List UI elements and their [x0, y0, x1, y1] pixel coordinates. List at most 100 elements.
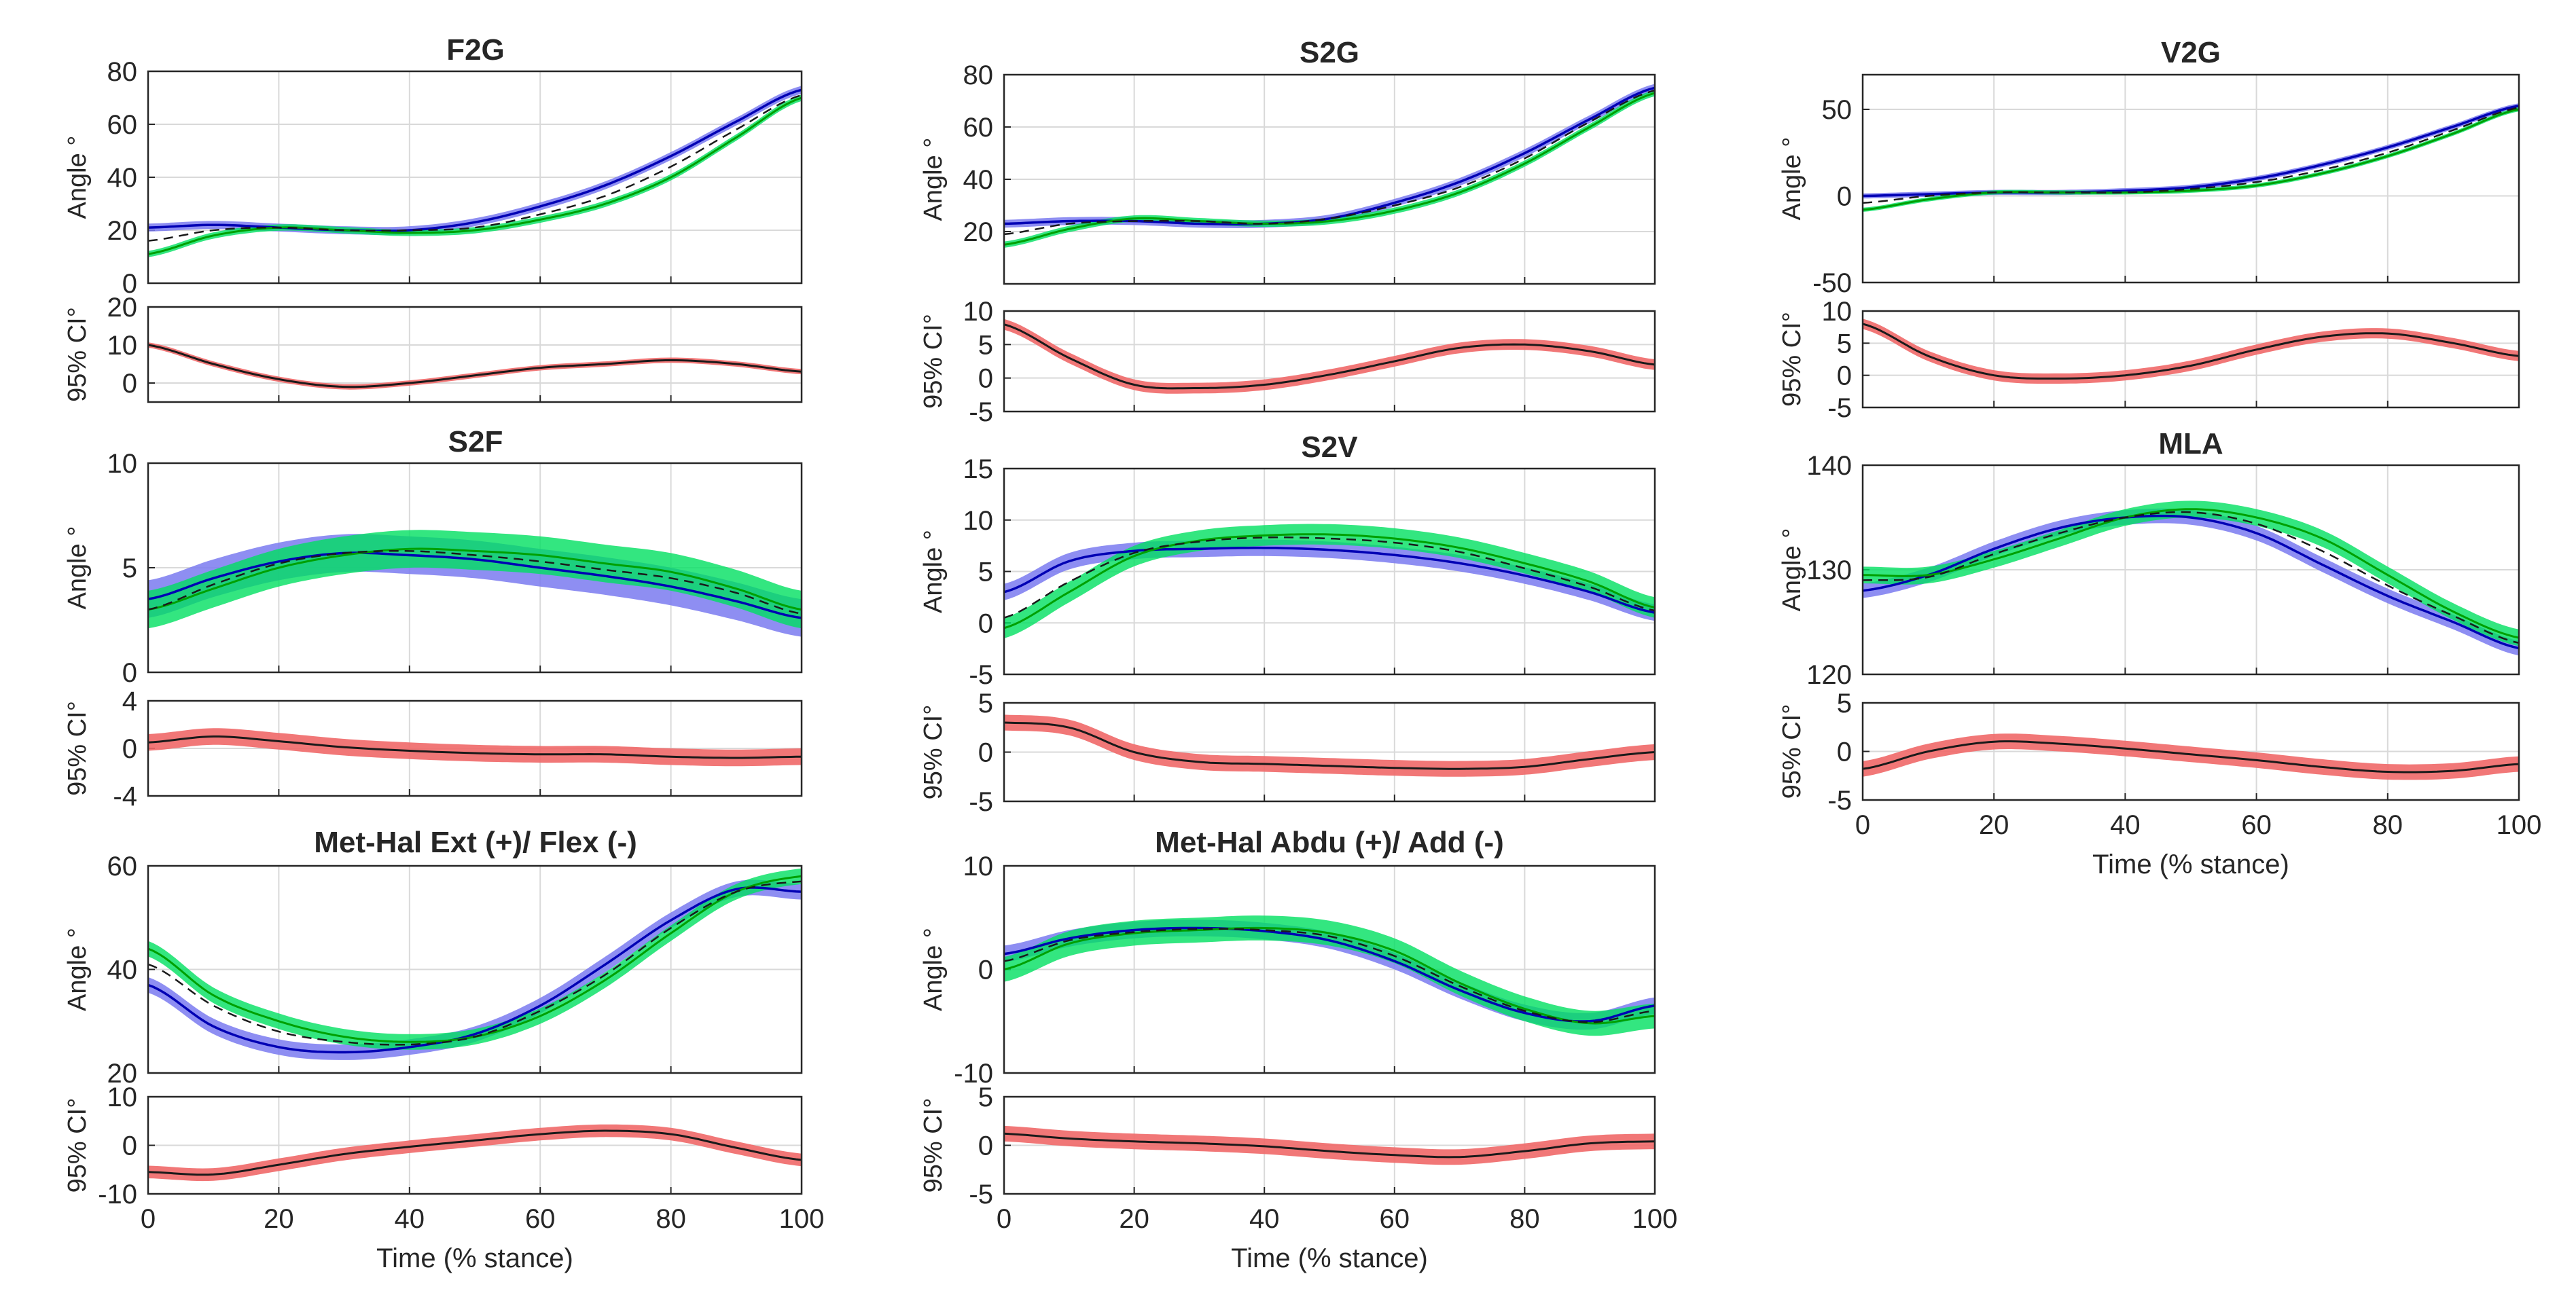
angle-plot-area: [1004, 524, 1655, 638]
axes-frame: [1003, 73, 1656, 285]
y-tick-label: 130: [1806, 556, 1852, 585]
x-tick-label: 0: [997, 1204, 1012, 1234]
y-tick-label: 10: [963, 852, 994, 881]
angle-y-axis-label: Angle °: [919, 138, 948, 221]
angle-y-axis-label: Angle °: [63, 526, 92, 610]
y-tick-label: -5: [969, 660, 993, 690]
series-b-band: [1004, 90, 1655, 248]
y-tick-label: -5: [969, 787, 993, 817]
ci-plot-area: [148, 728, 802, 767]
axes-frame: [1003, 865, 1656, 1074]
y-tick-label: 0: [978, 1131, 993, 1161]
axes-frame: [147, 1095, 803, 1195]
axes-frame: [147, 306, 803, 403]
y-tick-label: -5: [1827, 393, 1852, 423]
series-a-line: [1863, 105, 2519, 198]
series-b-band: [148, 868, 802, 1050]
y-tick-label: 0: [978, 956, 993, 985]
x-tick-label: 80: [1509, 1204, 1540, 1234]
ci-y-axis-label: 95% CI°: [63, 307, 92, 402]
ci-band: [1004, 1125, 1655, 1165]
y-tick-label: -4: [113, 782, 137, 812]
angle-y-axis-label: Angle °: [63, 136, 92, 219]
series-b-band: [1004, 524, 1655, 638]
y-tick-label: 0: [978, 364, 993, 394]
y-tick-label: 20: [107, 216, 138, 246]
angle-y-axis-label: Angle °: [1778, 528, 1806, 612]
y-tick-label: 10: [1822, 297, 1853, 327]
mean-dashed-line: [1004, 928, 1655, 1023]
mean-dashed-line: [1004, 89, 1655, 236]
y-tick-label: 5: [1837, 689, 1852, 718]
y-tick-label: 80: [963, 60, 994, 90]
x-tick-label: 20: [1979, 810, 2009, 840]
y-tick-label: 10: [107, 331, 138, 361]
panel-title: Met-Hal Abdu (+)/ Add (-): [1155, 826, 1504, 859]
axes-frame: [1861, 73, 2520, 284]
y-tick-label: 60: [107, 852, 138, 881]
y-tick-label: 4: [122, 687, 137, 716]
series-b-line: [1004, 926, 1655, 1025]
y-tick-label: 5: [978, 689, 993, 718]
x-tick-label: 20: [264, 1204, 294, 1234]
ci-band: [148, 1124, 802, 1182]
y-tick-label: 0: [122, 1131, 137, 1161]
y-tick-label: -5: [969, 1180, 993, 1209]
ci-line: [1004, 721, 1655, 770]
axes-frame: [147, 70, 803, 285]
y-tick-label: 0: [122, 369, 137, 399]
ci-line: [148, 344, 802, 388]
series-a-line: [1863, 514, 2519, 650]
ci-band: [1004, 319, 1655, 394]
x-tick-label: 40: [2110, 810, 2141, 840]
y-tick-label: 60: [963, 113, 994, 143]
x-tick-label: 40: [395, 1204, 425, 1234]
y-tick-label: 0: [1837, 738, 1852, 767]
y-tick-label: 10: [107, 449, 138, 479]
axes-frame: [1861, 464, 2520, 676]
ci-band: [1004, 714, 1655, 777]
panel-title: V2G: [2161, 36, 2221, 69]
angle-plot-area: [148, 530, 802, 637]
x-tick-label: 60: [525, 1204, 556, 1234]
angle-y-axis-label: Angle °: [1778, 137, 1806, 221]
x-tick-label: 100: [2497, 810, 2542, 840]
mean-dashed-line: [148, 549, 802, 615]
ci-line: [1004, 1132, 1655, 1159]
y-tick-label: 5: [122, 553, 137, 583]
y-tick-label: 0: [978, 738, 993, 768]
y-tick-label: 0: [978, 608, 993, 638]
y-tick-label: 10: [963, 506, 994, 536]
ci-plot-area: [1004, 714, 1655, 777]
series-a-line: [148, 886, 802, 1054]
series-b-line: [1004, 533, 1655, 630]
y-tick-label: 0: [122, 269, 137, 299]
series-a-line: [1004, 926, 1655, 1023]
ci-y-axis-label: 95% CI°: [1778, 312, 1806, 407]
ci-plot-area: [1004, 1125, 1655, 1165]
x-axis-label: Time (% stance): [376, 1243, 573, 1273]
ci-plot-area: [1004, 319, 1655, 394]
mean-dashed-line: [1004, 536, 1655, 619]
series-b-line: [148, 547, 802, 611]
ci-band: [1863, 733, 2519, 780]
ci-y-axis-label: 95% CI°: [919, 314, 948, 409]
y-tick-label: 50: [1822, 95, 1853, 125]
ci-line: [148, 1129, 802, 1176]
series-b-band: [148, 94, 802, 257]
angle-y-axis-label: Angle °: [919, 928, 948, 1011]
panel-title: S2G: [1300, 36, 1359, 69]
x-tick-label: 60: [1380, 1204, 1410, 1234]
panel-mhef: Met-Hal Ext (+)/ Flex (-) 20 40 60 Angle ° -1…: [63, 826, 824, 1273]
series-a-band: [1863, 508, 2519, 656]
y-tick-label: 20: [107, 293, 138, 323]
panel-title: S2V: [1301, 431, 1358, 464]
y-tick-label: 20: [963, 217, 994, 247]
y-tick-label: 80: [107, 57, 138, 87]
y-tick-label: 140: [1806, 451, 1852, 481]
y-tick-label: 0: [122, 658, 137, 688]
y-tick-label: 0: [1837, 361, 1852, 391]
